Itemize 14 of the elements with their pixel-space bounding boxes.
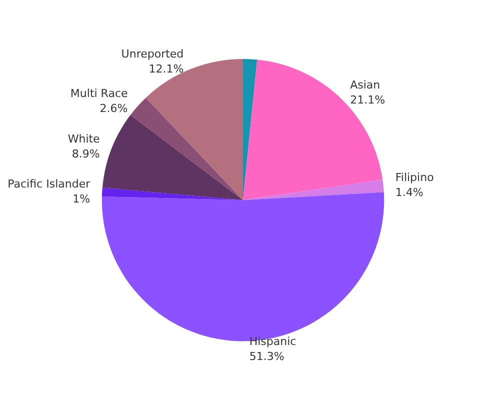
slice-label: Hispanic: [249, 335, 296, 348]
data-label: 2.6%: [100, 102, 128, 115]
data-label: 1%: [72, 192, 90, 206]
data-label: 1.4%: [395, 186, 424, 200]
slice-label: Asian: [350, 78, 380, 92]
slice-label: Filipino: [395, 171, 434, 184]
data-label: 12.1%: [148, 62, 184, 76]
data-label: 51.3%: [249, 350, 284, 364]
slice-label: Unreported: [121, 48, 184, 61]
slice-label: Pacific Islander: [8, 178, 91, 191]
data-label: 8.9%: [72, 147, 100, 160]
data-label: 21.1%: [350, 93, 386, 106]
slice-label: White: [68, 132, 100, 146]
slice-label: Multi Race: [70, 86, 128, 100]
